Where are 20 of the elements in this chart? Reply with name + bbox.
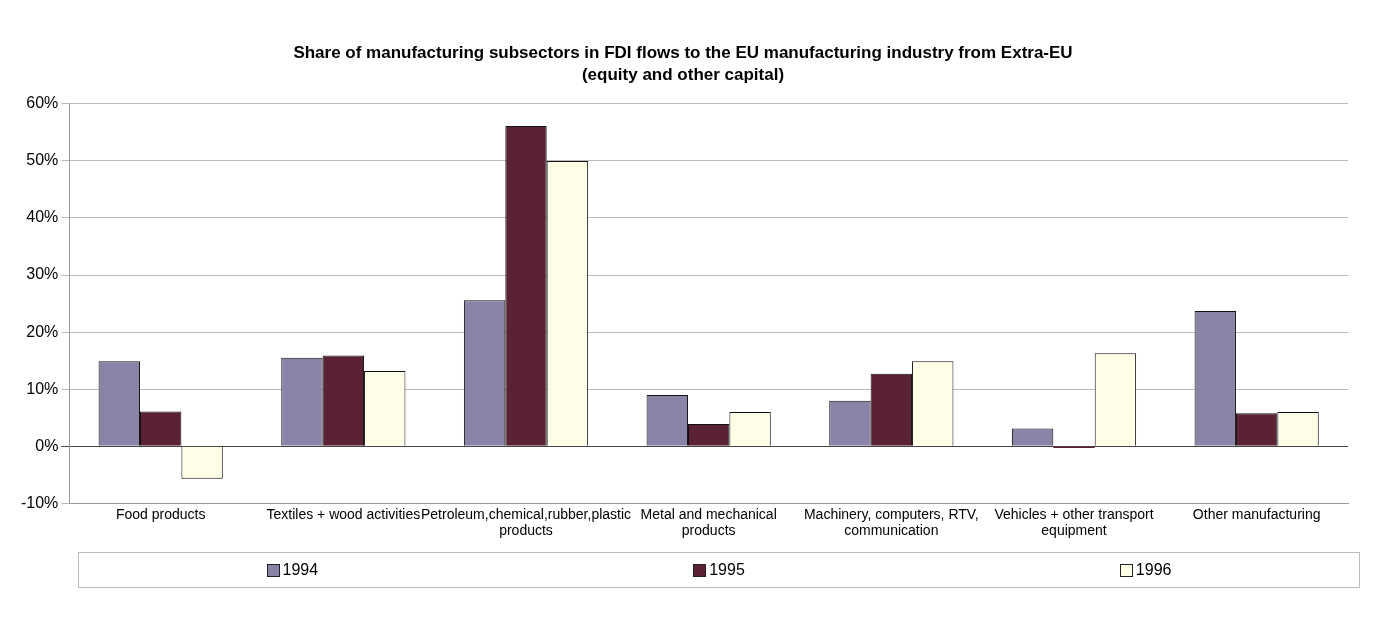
y-tick-label: 40% (26, 208, 59, 226)
y-tick-label: 10% (26, 379, 59, 397)
legend-label: 1994 (282, 561, 319, 579)
y-tick-label: 0% (35, 436, 59, 454)
x-tick-label: Other manufacturing (1192, 505, 1321, 522)
chart-subtitle: (equity and other capital) (581, 65, 785, 85)
y-tick-label: 60% (26, 94, 59, 112)
legend-label: 1995 (709, 561, 745, 579)
x-tick-label: Machinery, computers, RTV, communication (803, 505, 979, 539)
y-tick-label: 20% (26, 322, 59, 340)
x-tick-label: Petroleum,chemical,rubber,plastic products (420, 505, 632, 539)
x-tick-label: Food products (115, 505, 206, 522)
x-tick-label: Vehicles + other transport equipment (994, 505, 1154, 539)
chart-title: Share of manufacturing subsectors in FDI flows to the EU manufacturing industry from Extra-EU (293, 42, 1073, 62)
y-tick-label: -10% (20, 493, 59, 511)
y-tick-label: 30% (26, 265, 59, 283)
y-tick-label: 50% (26, 151, 59, 169)
legend-label: 1996 (1135, 561, 1172, 579)
x-tick-label: Metal and mechanical products (640, 505, 777, 539)
x-tick-label: Textiles + wood activities (266, 505, 421, 522)
